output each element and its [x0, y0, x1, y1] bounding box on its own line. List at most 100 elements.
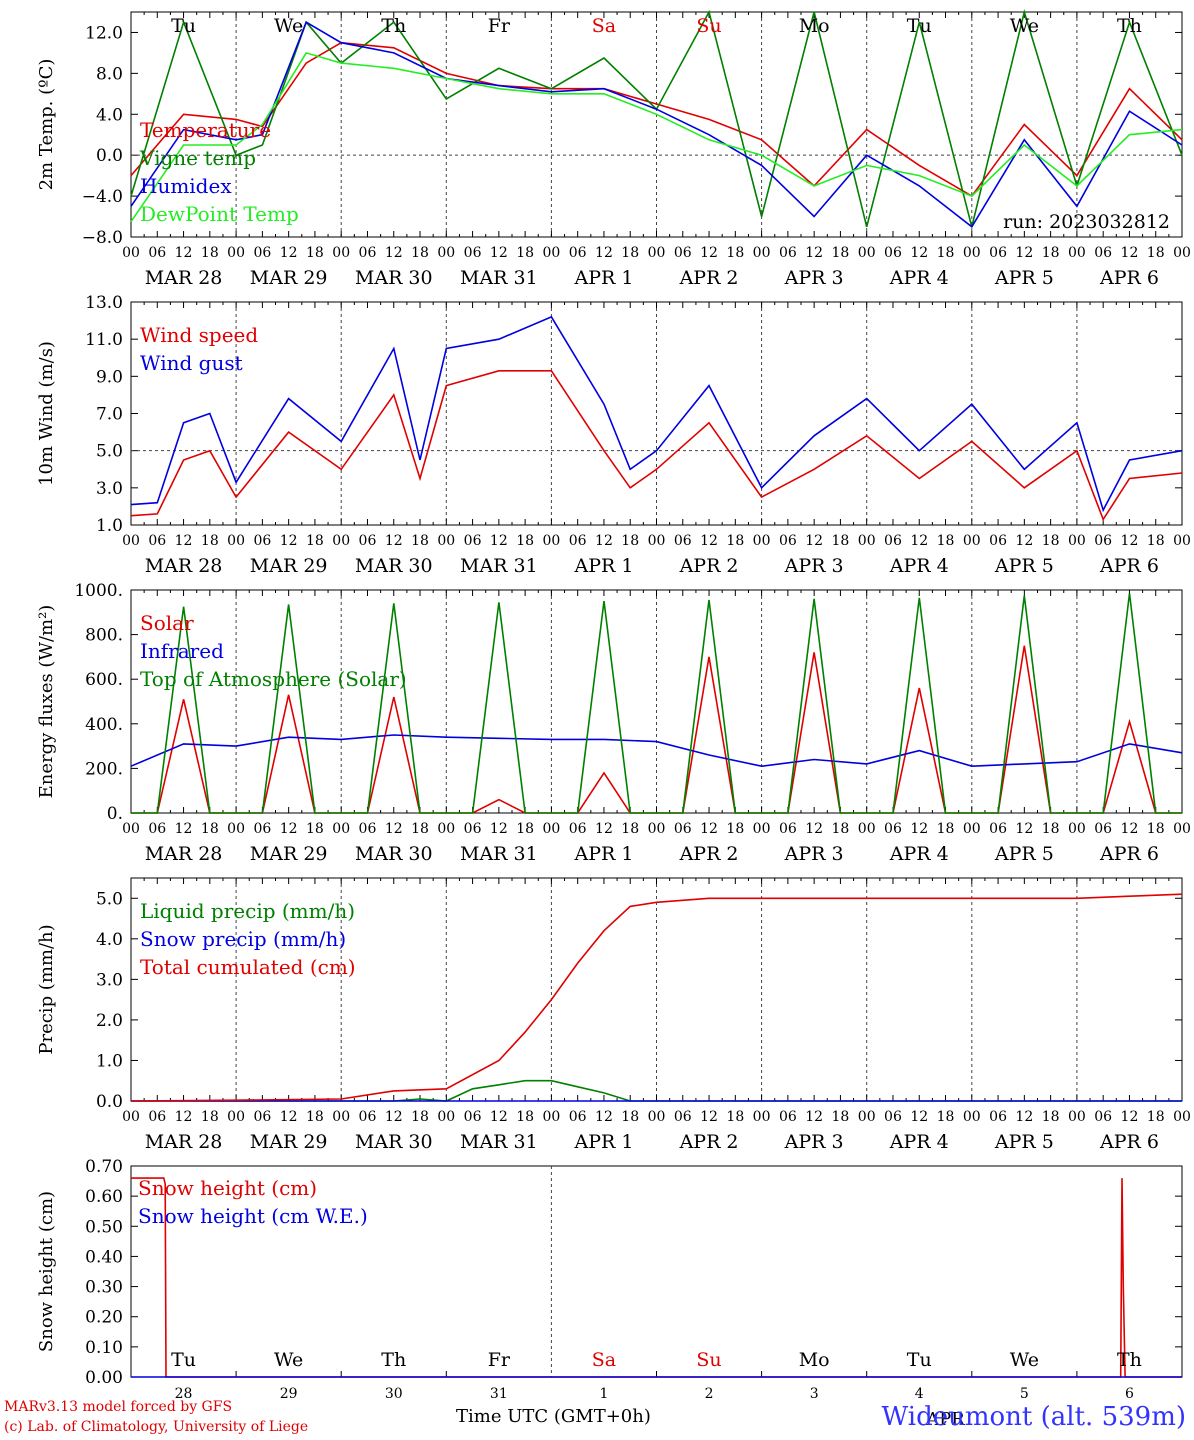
- hour-label: 18: [726, 821, 744, 837]
- y-tick-label: 8.0: [96, 64, 123, 84]
- date-label: MAR 30: [355, 555, 433, 577]
- hour-label: 12: [175, 245, 193, 261]
- date-label: 1: [599, 1386, 608, 1402]
- y-tick-label: 0.60: [85, 1187, 123, 1207]
- hour-label: 00: [1068, 821, 1086, 837]
- hour-label: 12: [280, 1109, 298, 1125]
- day-name-label: Th: [1117, 1349, 1142, 1371]
- hour-label: 06: [359, 245, 377, 261]
- day-name-label: Tu: [171, 15, 196, 37]
- hour-label: 18: [832, 245, 850, 261]
- legend-entry: Vigne temp: [139, 146, 256, 170]
- date-label: 6: [1125, 1386, 1134, 1402]
- hour-label: 06: [1094, 533, 1112, 549]
- hour-label: 06: [1094, 821, 1112, 837]
- model-credit: MARv3.13 model forced by GFS: [4, 1399, 233, 1415]
- hour-label: 06: [1094, 1109, 1112, 1125]
- hour-label: 06: [359, 821, 377, 837]
- hour-label: 18: [516, 245, 534, 261]
- y-tick-label: 0.20: [85, 1308, 123, 1328]
- hour-label: 12: [280, 245, 298, 261]
- hour-label: 00: [858, 245, 876, 261]
- hour-label: 00: [1173, 245, 1191, 261]
- hour-label: 00: [437, 821, 455, 837]
- hour-label: 06: [253, 821, 271, 837]
- y-tick-label: 13.0: [85, 293, 123, 313]
- y-tick-label: 0.: [107, 804, 123, 824]
- hour-label: 00: [332, 533, 350, 549]
- hour-label: 18: [516, 1109, 534, 1125]
- date-label: APR 6: [1099, 555, 1159, 577]
- hour-label: 00: [648, 245, 666, 261]
- legend-entry: Solar: [140, 611, 194, 635]
- hour-label: 18: [306, 1109, 324, 1125]
- day-name-label: We: [1010, 1349, 1039, 1371]
- y-tick-label: 3.0: [96, 970, 123, 990]
- series-line-wind-gust: [130, 315, 1183, 513]
- hour-label: 18: [1147, 533, 1165, 549]
- day-name-label: Su: [696, 1349, 721, 1371]
- hour-label: 18: [937, 821, 955, 837]
- legend-entry: Snow height (cm W.E.): [138, 1204, 368, 1228]
- y-axis-label: 10m Wind (m/s): [36, 341, 57, 486]
- hour-label: 12: [1121, 821, 1139, 837]
- hour-label: 12: [805, 1109, 823, 1125]
- hour-label: 06: [569, 245, 587, 261]
- hour-label: 18: [937, 533, 955, 549]
- hour-label: 12: [700, 533, 718, 549]
- hour-label: 12: [385, 1109, 403, 1125]
- series-line-total-cumulated-cm-: [130, 893, 1183, 1102]
- hour-label: 12: [490, 533, 508, 549]
- date-label: APR 3: [784, 267, 844, 289]
- hour-label: 06: [148, 821, 166, 837]
- y-tick-label: 0.50: [85, 1217, 123, 1237]
- hour-label: 00: [542, 245, 560, 261]
- date-label: 2: [705, 1386, 714, 1402]
- hour-label: 06: [884, 533, 902, 549]
- hour-label: 00: [227, 821, 245, 837]
- date-label: MAR 29: [250, 267, 328, 289]
- hour-label: 00: [648, 821, 666, 837]
- hour-label: 18: [621, 533, 639, 549]
- hour-label: 18: [832, 533, 850, 549]
- hour-label: 18: [832, 1109, 850, 1125]
- hour-label: 12: [175, 533, 193, 549]
- y-tick-label: 0.40: [85, 1247, 123, 1267]
- hour-label: 12: [490, 1109, 508, 1125]
- legend-entry: Wind gust: [140, 351, 243, 375]
- hour-label: 00: [122, 533, 140, 549]
- panel-wind: 1.0 3.0 5.0 7.0 9.0 11.0 13.0 10m Wind (m/s) Win…: [36, 293, 1191, 577]
- hour-label: 12: [1015, 821, 1033, 837]
- hour-label: 18: [726, 1109, 744, 1125]
- hour-label: 12: [595, 533, 613, 549]
- hour-label: 12: [280, 821, 298, 837]
- legend-entry: Liquid precip (mm/h): [140, 899, 355, 923]
- hour-label: 06: [569, 533, 587, 549]
- hour-label: 12: [805, 245, 823, 261]
- legend-entry: DewPoint Temp: [140, 202, 299, 226]
- date-label: APR 1: [573, 555, 633, 577]
- series-line-temperature: [130, 41, 1183, 198]
- hour-label: 06: [674, 245, 692, 261]
- hour-label: 18: [1147, 245, 1165, 261]
- legend-entry: Wind speed: [140, 323, 258, 347]
- date-label: APR 2: [679, 843, 739, 865]
- hour-label: 18: [306, 533, 324, 549]
- hour-label: 06: [148, 1109, 166, 1125]
- hour-label: 06: [464, 821, 482, 837]
- y-tick-label: 0.0: [96, 1092, 123, 1112]
- hour-label: 06: [464, 533, 482, 549]
- legend-entry: Snow height (cm): [138, 1176, 317, 1200]
- hour-label: 00: [963, 245, 981, 261]
- y-tick-label: 1.0: [96, 516, 123, 536]
- hour-label: 06: [253, 1109, 271, 1125]
- y-tick-label: 9.0: [96, 367, 123, 387]
- hour-label: 00: [332, 245, 350, 261]
- station-name: Wideumont (alt. 539m): [881, 1402, 1186, 1432]
- hour-label: 12: [910, 533, 928, 549]
- series-line-infrared: [130, 734, 1183, 768]
- hour-label: 18: [411, 1109, 429, 1125]
- hour-label: 18: [516, 533, 534, 549]
- hour-label: 06: [569, 1109, 587, 1125]
- y-tick-label: 400.: [85, 715, 123, 735]
